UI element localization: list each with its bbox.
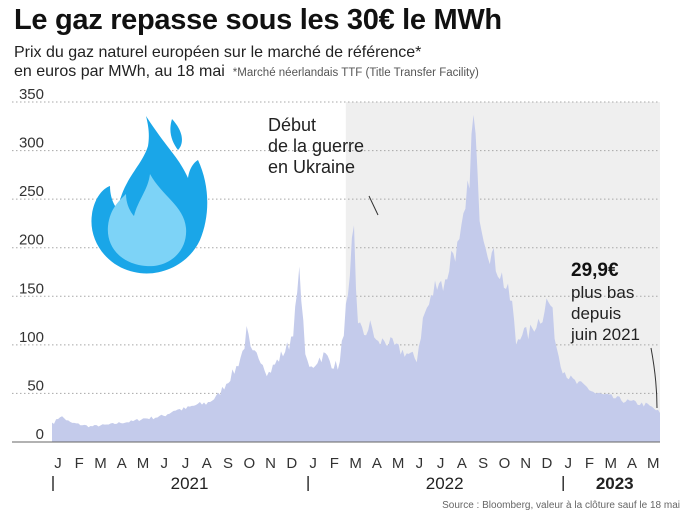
x-month-label: M [604,455,617,472]
x-month-label: A [202,455,212,472]
latest-value-label: 29,9€ [571,260,619,281]
subtitle-footnote: *Marché néerlandais TTF (Title Transfer … [232,67,479,79]
gas-price-area [52,114,660,443]
x-month-label: J [54,455,62,472]
x-month-label: M [137,455,150,472]
latest-value-annotation-line: plus bas [571,283,634,302]
x-month-label: A [457,455,467,472]
x-month-label: S [223,455,233,472]
latest-value-annotation-line: juin 2021 [570,325,640,344]
y-tick-label: 250 [19,183,44,200]
y-tick-label: 100 [19,329,44,346]
war-annotation-pointer [368,195,379,216]
x-month-label: A [627,455,637,472]
chart-source: Source : Bloomberg, valeur à la clôture … [442,500,680,511]
flame-icon [91,116,208,274]
x-month-label: J [309,455,317,472]
flame-tip [170,119,182,150]
x-month-label: M [349,455,362,472]
x-month-label: J [416,455,424,472]
x-month-label: F [330,455,339,472]
x-year-label: 2022 [426,474,464,493]
war-annotation-line: de la guerre [268,136,364,156]
x-year-label: 2021 [171,474,209,493]
x-month-label: J [161,455,169,472]
x-month-label: M [94,455,107,472]
x-month-label: O [499,455,511,472]
latest-value-annotation-line: depuis [571,304,621,323]
subtitle-line-2-text: en euros par MWh, au 18 mai [14,63,225,80]
x-month-label: S [478,455,488,472]
x-month-label: M [647,455,660,472]
subtitle-line-2: en euros par MWh, au 18 mai *Marché néerl… [14,62,479,83]
x-month-label: F [585,455,594,472]
y-tick-label: 350 [19,86,44,103]
y-tick-label: 50 [27,377,44,394]
war-annotation-line: Début [268,115,316,135]
chart-subtitle: Prix du gaz naturel européen sur le marc… [14,43,479,83]
x-month-label: O [243,455,255,472]
y-tick-label: 300 [19,135,44,152]
x-month-label: A [117,455,127,472]
subtitle-line-1: Prix du gaz naturel européen sur le marc… [14,44,422,61]
latest-value-pointer [650,347,658,409]
chart-title: Le gaz repasse sous les 30€ le MWh [14,4,502,36]
flame-inner [107,174,187,267]
war-annotation-line: en Ukraine [268,157,355,177]
y-tick-label: 150 [19,280,44,297]
x-month-label: D [542,455,553,472]
x-month-label: D [286,455,297,472]
y-tick-label: 200 [19,232,44,249]
x-month-label: M [392,455,405,472]
x-month-label: N [520,455,531,472]
y-tick-label: 0 [36,426,44,443]
x-month-label: F [75,455,84,472]
x-year-label: 2023 [596,474,634,493]
x-month-label: N [265,455,276,472]
x-month-label: J [182,455,190,472]
x-month-label: A [372,455,382,472]
x-month-label: J [437,455,445,472]
x-month-label: J [564,455,572,472]
